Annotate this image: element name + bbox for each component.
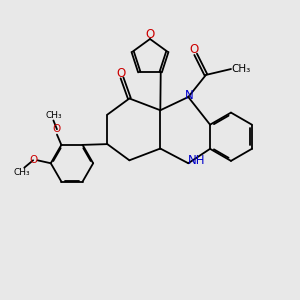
Text: O: O bbox=[116, 67, 125, 80]
Text: N: N bbox=[185, 89, 194, 102]
Text: O: O bbox=[146, 28, 154, 41]
Text: O: O bbox=[29, 155, 37, 165]
Text: CH₃: CH₃ bbox=[45, 111, 62, 120]
Text: O: O bbox=[190, 43, 199, 56]
Text: CH₃: CH₃ bbox=[13, 169, 30, 178]
Text: CH₃: CH₃ bbox=[232, 64, 251, 74]
Text: NH: NH bbox=[188, 154, 205, 167]
Text: O: O bbox=[53, 124, 61, 134]
